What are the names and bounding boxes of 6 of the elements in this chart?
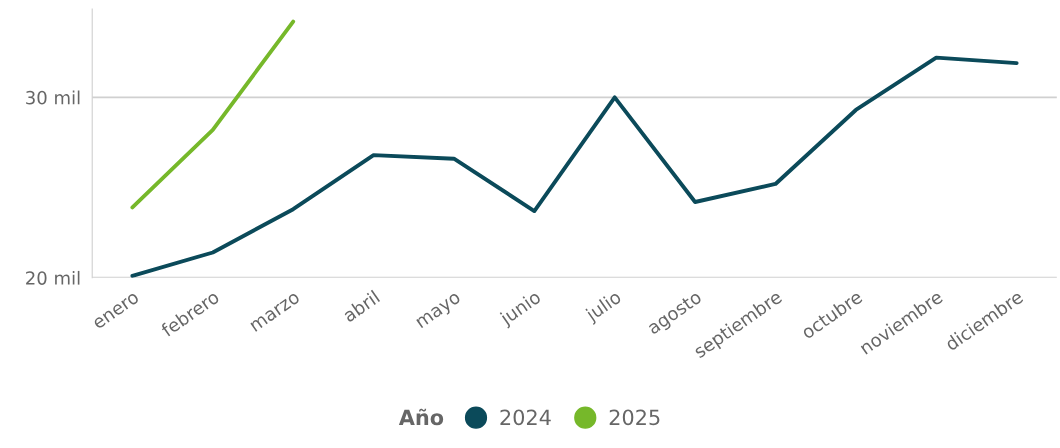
legend-title: Año [398, 408, 444, 426]
legend-label: 2025 [609, 409, 660, 426]
y-tick-label: 30 mil [26, 90, 80, 105]
legend-label: 2024 [500, 409, 551, 426]
line-series [130, 55, 1019, 278]
y-tick-label: 20 mil [26, 270, 80, 285]
